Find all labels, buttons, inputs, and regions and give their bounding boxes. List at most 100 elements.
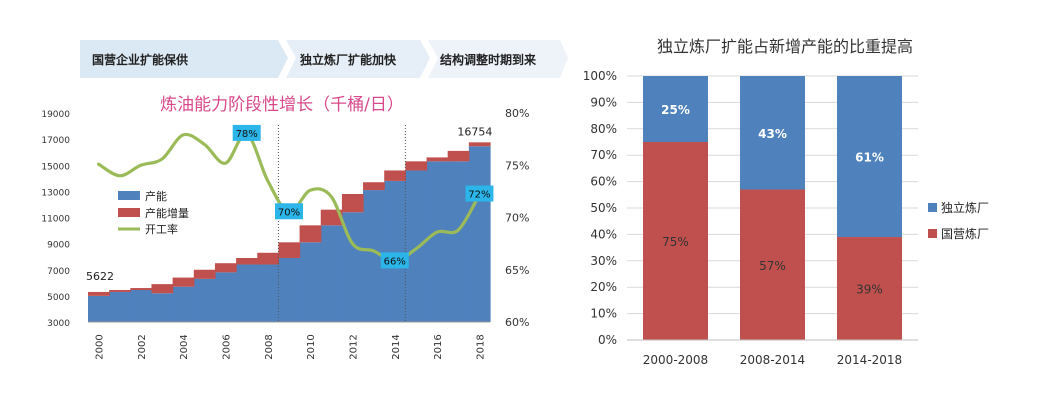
callout-label: 72% [468, 190, 490, 201]
state-share-label: 39% [856, 283, 883, 297]
state-share-bar [837, 237, 902, 340]
right-y-tick-label: 80% [505, 107, 529, 120]
left-y-tick-label: 3000 [47, 319, 70, 329]
share-bars: 75% 25% 57% 43% 39% 61% [643, 76, 902, 340]
increment-bar [236, 257, 258, 265]
share-legend: 独立炼厂 国营炼厂 [928, 200, 989, 241]
x-tick-label: 2004 [179, 334, 190, 359]
x-tick-label: 2008 [264, 334, 275, 359]
increment-bar [88, 291, 110, 296]
capacity-bar [468, 146, 491, 322]
left-y-tick-label: 13000 [41, 188, 70, 198]
capacity-bar [214, 272, 237, 322]
independent-share-label: 43% [758, 127, 787, 141]
legend-label-increment: 产能增量 [145, 206, 189, 220]
capacity-bar [320, 225, 343, 322]
state-share-label: 75% [662, 235, 689, 249]
increment-bar [151, 284, 174, 294]
share-x-tick-label: 2000-2008 [643, 353, 708, 367]
callout-box [465, 185, 494, 202]
phase-banner: 国营企业扩能保供 独立炼厂扩能加快 结构调整时期到来 [80, 40, 568, 78]
independent-share-label: 25% [661, 103, 690, 117]
share-y-tick-label: 100% [583, 69, 617, 83]
x-tick-label: 2012 [348, 334, 359, 359]
x-tick-label: 2006 [222, 334, 233, 359]
left-y-axis: 19000 17000 15000 13000 11000 9000 7000 5000 300… [41, 110, 70, 329]
x-tick-label: 2010 [306, 334, 317, 359]
share-y-tick-label: 40% [590, 227, 617, 241]
capacity-bar [236, 264, 258, 322]
independent-share-bar [837, 76, 902, 238]
phase-arrow-3 [428, 40, 568, 78]
share-y-tick-label: 70% [590, 148, 617, 162]
share-y-tick-label: 60% [590, 175, 617, 189]
capacity-bar [151, 293, 174, 322]
increment-bar [172, 277, 195, 287]
left-y-tick-label: 15000 [41, 162, 70, 172]
right-y-tick-label: 60% [505, 316, 529, 329]
left-y-tick-label: 11000 [41, 215, 70, 225]
legend-label-state: 国营炼厂 [941, 226, 989, 241]
increment-bar [193, 269, 216, 279]
left-y-tick-label: 9000 [47, 241, 70, 251]
callout-label: 78% [236, 129, 258, 140]
x-tick-label: 2018 [475, 334, 486, 359]
share-y-tick-label: 30% [590, 254, 617, 268]
legend-label-independent: 独立炼厂 [941, 200, 989, 215]
right-y-tick-label: 75% [505, 159, 529, 172]
capacity-bar [405, 170, 428, 322]
share-chart-title: 独立炼厂扩能占新增产能的比重提高 [657, 37, 913, 56]
utilization-callouts: 78% 70% 66% 72% [232, 124, 494, 269]
start-value-label: 5622 [86, 270, 114, 283]
legend-swatch-capacity [118, 191, 140, 200]
share-chart: 独立炼厂扩能占新增产能的比重提高 75% 25% 57% 43% 39% 61% 100%… [583, 37, 989, 367]
share-y-tick-label: 10% [590, 307, 617, 321]
state-share-bar [740, 189, 805, 340]
increment-bar [109, 290, 131, 292]
legend-swatch-state [928, 229, 937, 238]
phase-label-3: 结构调整时期到来 [440, 52, 537, 67]
increment-bar [214, 263, 237, 273]
increment-bar [426, 157, 449, 162]
increment-bar [320, 209, 343, 226]
increment-bar [341, 193, 364, 213]
state-share-bar [643, 142, 708, 340]
capacity-bar [447, 161, 470, 322]
increment-bar [363, 182, 385, 191]
callout-label: 66% [384, 256, 406, 267]
increment-bar [468, 142, 491, 147]
capacity-bar [88, 295, 110, 323]
increment-bar [278, 242, 301, 258]
share-x-tick-label: 2014-2018 [837, 353, 902, 367]
share-y-tick-label: 50% [590, 201, 617, 215]
capacity-chart: 炼油能力阶段性增长（千桶/日） 19000 17000 15000 13000 1100… [41, 95, 529, 360]
phase-label-1: 国营企业扩能保供 [92, 52, 188, 67]
capacity-bar [363, 190, 385, 322]
left-y-tick-label: 7000 [47, 267, 70, 277]
right-y-tick-label: 70% [505, 212, 529, 225]
capacity-bar [109, 291, 131, 322]
legend-label-capacity: 产能 [145, 189, 167, 203]
callout-label: 70% [278, 207, 300, 218]
left-y-tick-label: 5000 [47, 293, 70, 303]
capacity-bar [426, 161, 449, 322]
share-y-axis: 100% 90% 80% 70% 60% 50% 40% 30% 20% 10% 0% [583, 69, 617, 347]
share-y-tick-label: 0% [598, 333, 617, 347]
capacity-area [88, 146, 491, 323]
share-y-tick-label: 90% [590, 95, 617, 109]
phase-arrow-2 [286, 40, 430, 78]
x-tick-label: 2002 [137, 334, 148, 359]
legend-swatch-independent [928, 203, 937, 212]
x-axis: 2000 2002 2004 2006 2008 2010 2012 2014 2016 2018 [88, 321, 490, 360]
independent-share-label: 61% [855, 151, 884, 165]
left-y-tick-label: 17000 [41, 136, 70, 146]
capacity-increment-bars [88, 142, 491, 296]
legend-swatch-increment [118, 208, 140, 217]
increment-bar [130, 288, 153, 290]
x-tick-label: 2014 [391, 334, 402, 359]
phase-arrow-1 [80, 40, 288, 78]
end-value-label: 16754 [457, 125, 492, 138]
capacity-bar [384, 180, 406, 322]
share-y-tick-label: 20% [590, 280, 617, 294]
